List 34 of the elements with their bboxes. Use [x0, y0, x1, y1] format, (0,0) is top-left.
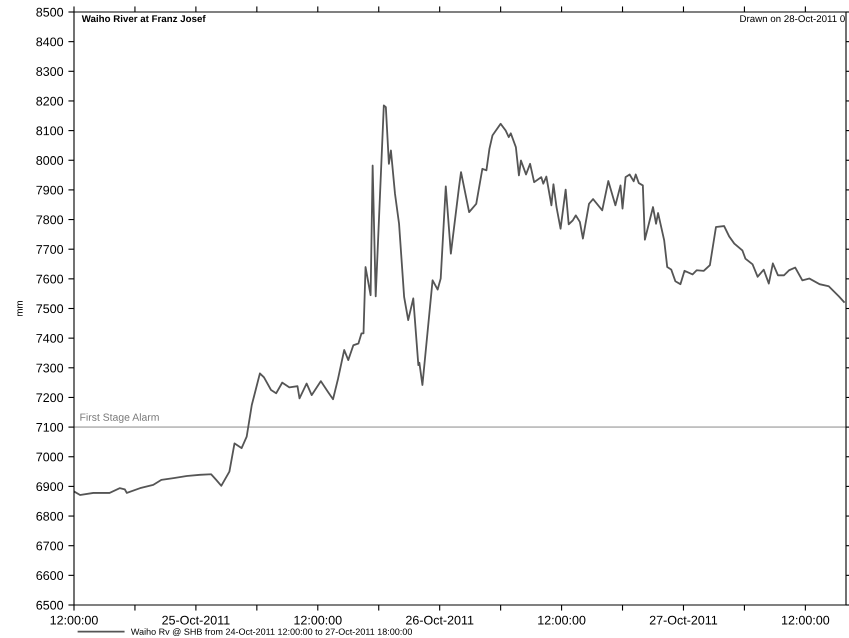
x-tick-label: 12:00:00 — [538, 616, 586, 625]
y-tick-label: 6800 — [36, 512, 64, 521]
legend-label: Waiho Rv @ SHB from 24-Oct-2011 12:00:00 to 27-Oct-2011 18:00:00 — [130, 628, 412, 636]
y-tick-label: 8200 — [36, 96, 64, 106]
x-tick-label: 27-Oct-2011 — [650, 616, 718, 625]
y-tick-label: 8100 — [36, 126, 64, 136]
y-tick-label: 7600 — [36, 274, 64, 284]
y-tick-label: 7800 — [36, 215, 64, 224]
ref-line-label: First Stage Alarm — [80, 413, 159, 423]
y-tick-label: 7200 — [36, 393, 64, 402]
y-tick-label: 6600 — [36, 571, 64, 580]
y-tick-label: 7100 — [36, 422, 64, 432]
y-tick-label: 7900 — [36, 186, 64, 195]
x-tick-label: 12:00:00 — [294, 616, 342, 625]
y-tick-label: 8500 — [36, 8, 64, 17]
y-tick-label: 7500 — [36, 304, 64, 314]
y-tick-label: 6900 — [36, 482, 64, 492]
x-tick-label: 26-Oct-2011 — [406, 616, 474, 625]
line-series — [74, 104, 845, 496]
y-tick-label: 7400 — [36, 334, 64, 343]
y-tick-label: 8400 — [36, 37, 64, 46]
y-tick-label: 8300 — [36, 67, 64, 76]
y-tick-label: 8000 — [36, 156, 64, 165]
x-tick-label: 12:00:00 — [50, 616, 98, 625]
annotation: Drawn on 28-Oct-2011 0 — [740, 15, 845, 22]
y-axis-title: mm — [17, 301, 23, 316]
x-tick-label: 25-Oct-2011 — [162, 616, 230, 625]
x-tick-label: 12:00:00 — [782, 616, 830, 625]
y-tick-label: 7700 — [36, 245, 64, 254]
y-tick-label: 7000 — [36, 452, 64, 462]
chart-title: Waiho River at Franz Josef — [82, 14, 206, 22]
y-tick-label: 6700 — [36, 542, 64, 550]
y-tick-label: 7300 — [36, 364, 64, 372]
y-tick-label: 6500 — [36, 600, 64, 610]
